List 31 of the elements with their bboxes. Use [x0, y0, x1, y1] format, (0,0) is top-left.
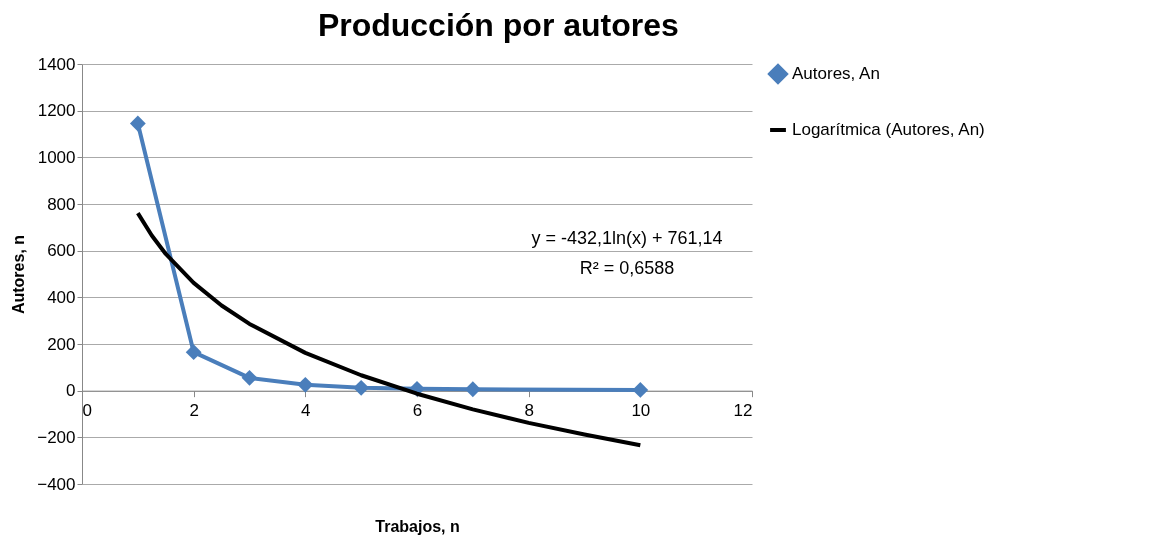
point: [241, 369, 258, 386]
point: [185, 344, 202, 361]
y-tick-label: 600: [47, 241, 76, 261]
x-tick-label: 2: [189, 401, 199, 421]
y-tick-label: 1000: [37, 147, 76, 167]
x-tick-label: 12: [733, 401, 753, 421]
y-tick-label: 0: [66, 381, 76, 401]
point: [129, 115, 146, 132]
chart-title: Producción por autores: [317, 7, 679, 43]
y-tick-label: −200: [37, 427, 76, 447]
x-tick-label: 4: [301, 401, 311, 421]
x-tick-label: 10: [631, 401, 651, 421]
x-axis-title: Trabajos, n: [375, 517, 460, 535]
legend-label: Logarítmica (Autores, An): [792, 120, 985, 139]
annotation: R² = 0,6588: [579, 258, 675, 278]
y-tick-label: −400: [37, 474, 76, 494]
x-tick-label: 0: [82, 401, 92, 421]
x-tick-label: 6: [412, 401, 423, 421]
y-tick-label: 1200: [37, 101, 76, 121]
y-axis-title: Autores, n: [10, 234, 28, 315]
point: [632, 382, 649, 398]
y-tick-label: 1400: [37, 54, 76, 74]
x-tick-label: 8: [524, 401, 534, 421]
legend-label: Autores, An: [792, 64, 880, 83]
y-tick-label: 400: [47, 287, 76, 307]
y-tick-label: 800: [47, 194, 76, 214]
point: [464, 381, 481, 398]
point: [297, 376, 314, 393]
point: [353, 379, 370, 396]
annotation: y = -432,1ln(x) + 761,14: [531, 228, 723, 248]
y-tick-label: 200: [47, 334, 76, 354]
